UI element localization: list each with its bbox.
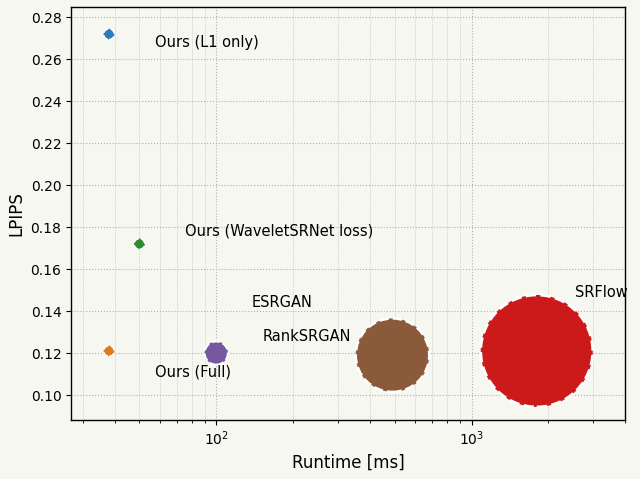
Point xyxy=(532,347,542,355)
X-axis label: Runtime [ms]: Runtime [ms] xyxy=(292,454,404,472)
Y-axis label: LPIPS: LPIPS xyxy=(7,191,25,236)
Point xyxy=(104,347,114,355)
Text: Ours (L1 only): Ours (L1 only) xyxy=(155,35,259,50)
Text: RankSRGAN: RankSRGAN xyxy=(262,329,351,344)
Text: Ours (WaveletSRNet loss): Ours (WaveletSRNet loss) xyxy=(186,224,374,239)
Point xyxy=(104,30,114,38)
Point xyxy=(387,351,397,359)
Text: SRFlow: SRFlow xyxy=(575,285,628,300)
Point xyxy=(134,240,145,248)
Text: Ours (Full): Ours (Full) xyxy=(155,365,231,379)
Point xyxy=(211,349,221,357)
Text: ESRGAN: ESRGAN xyxy=(252,295,313,310)
